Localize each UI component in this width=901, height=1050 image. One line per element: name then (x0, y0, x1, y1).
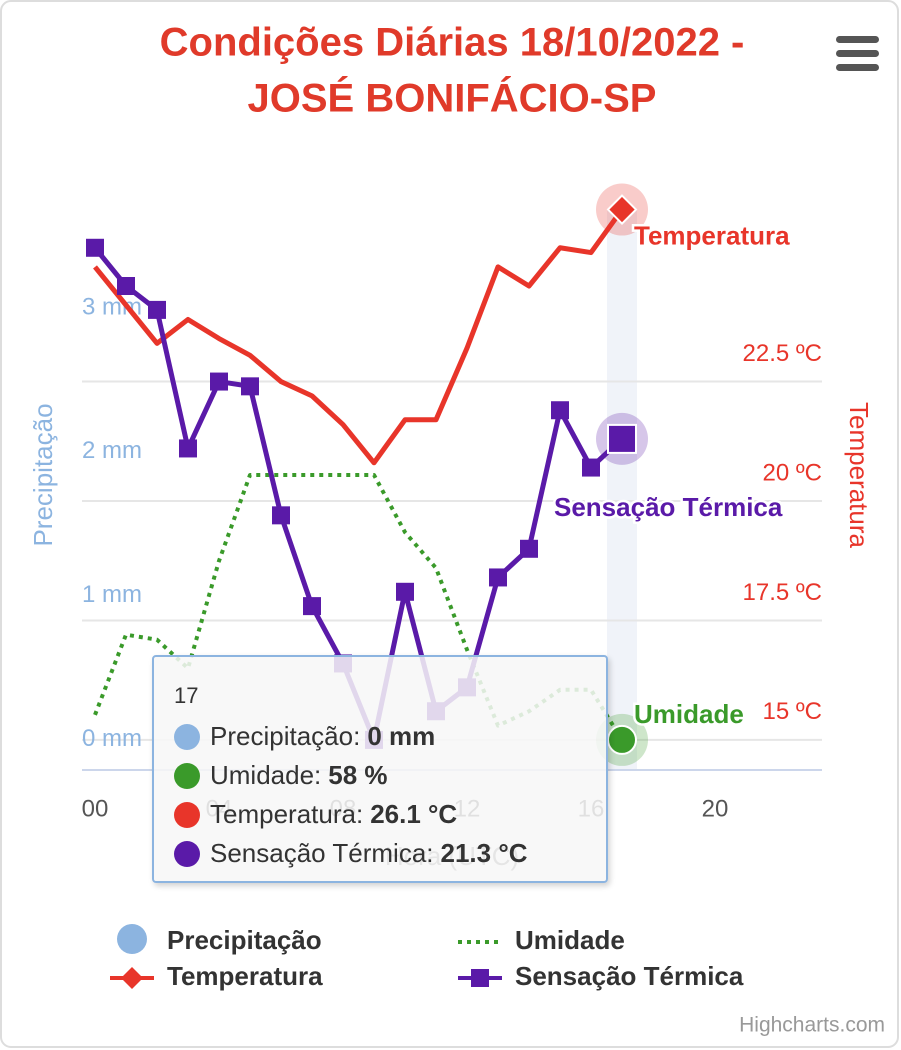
legend-symbol (117, 924, 147, 954)
menu-button[interactable] (836, 36, 879, 71)
tooltip-label: Temperatura: (210, 799, 364, 829)
marker (607, 724, 637, 755)
x-tick-label: 00 (82, 795, 109, 822)
tooltip-row: Umidade: 58 % (174, 756, 606, 795)
marker (179, 439, 197, 458)
marker (303, 597, 321, 616)
tooltip-symbol (174, 723, 200, 750)
marker (582, 458, 600, 477)
tooltip-value: 26.1 °C (370, 799, 458, 829)
series-line (93, 472, 624, 741)
legend-item[interactable]: Umidade (458, 925, 625, 955)
credits[interactable]: Highcharts.com (739, 1014, 885, 1037)
marker (272, 506, 290, 525)
y2-axis-title: Temperatura (844, 402, 874, 548)
y-tick-label: 1 mm (82, 581, 142, 608)
marker (210, 372, 228, 391)
marker (396, 582, 414, 601)
legend-label[interactable]: Temperatura (167, 961, 323, 991)
marker (241, 377, 259, 396)
tooltip-symbol (174, 840, 200, 867)
legend-symbol (121, 967, 143, 989)
tooltip-header: 17 (174, 683, 199, 708)
y2-tick-label: 15 ºC (763, 698, 822, 725)
legend-label[interactable]: Sensação Térmica (515, 961, 744, 991)
series-label: Sensação Térmica (554, 492, 783, 522)
tooltip-symbol (174, 801, 200, 828)
marker (607, 423, 637, 454)
marker (148, 300, 166, 319)
tooltip-label: Sensação Térmica: (210, 838, 434, 868)
tooltip-row: Precipitação: 0 mm (174, 717, 606, 756)
tooltip-label: Precipitação: (210, 721, 361, 751)
legend-label[interactable]: Umidade (515, 925, 625, 955)
y2-tick-label: 17.5 ºC (743, 579, 822, 606)
y2-tick-label: 22.5 ºC (743, 340, 822, 367)
chart-title: Condições Diárias 18/10/2022 - (160, 21, 745, 65)
marker (551, 401, 569, 420)
legend-item[interactable]: Temperatura (110, 961, 323, 991)
y-tick-label: 0 mm (82, 725, 142, 752)
marker (117, 277, 135, 296)
legend-label[interactable]: Precipitação (167, 925, 322, 955)
menu-bar[interactable] (836, 64, 879, 71)
menu-bar[interactable] (836, 50, 879, 57)
legend-symbol (471, 969, 489, 987)
hover-band (607, 210, 637, 770)
marker (489, 568, 507, 587)
menu-bar[interactable] (836, 36, 879, 43)
marker (520, 539, 538, 558)
tooltip-value: 0 mm (367, 721, 436, 751)
tooltip-value: 58 % (328, 760, 388, 790)
marker (86, 238, 104, 257)
chart-title: JOSÉ BONIFÁCIO-SP (248, 76, 657, 121)
series-label: Temperatura (634, 220, 790, 250)
legend-item[interactable]: Sensação Térmica (458, 961, 744, 991)
y-tick-label: 2 mm (82, 437, 142, 464)
tooltip-label: Umidade: (210, 760, 322, 790)
marker (606, 194, 638, 225)
series-line (93, 208, 625, 466)
tooltip-value: 21.3 °C (440, 838, 528, 868)
tooltip-row: Temperatura: 26.1 °C (174, 795, 606, 834)
x-tick-label: 20 (702, 795, 729, 822)
y-axis-title: Precipitação (28, 403, 58, 546)
y2-tick-label: 20 ºC (763, 459, 822, 486)
legend-item[interactable]: Precipitação (117, 924, 322, 955)
tooltip-symbol (174, 762, 200, 789)
series-label: Umidade (634, 699, 744, 729)
tooltip: 17 Precipitação: 0 mm Umidade: 58 % Temperat… (152, 655, 608, 883)
tooltip-row: Sensação Térmica: 21.3 °C (174, 834, 606, 873)
